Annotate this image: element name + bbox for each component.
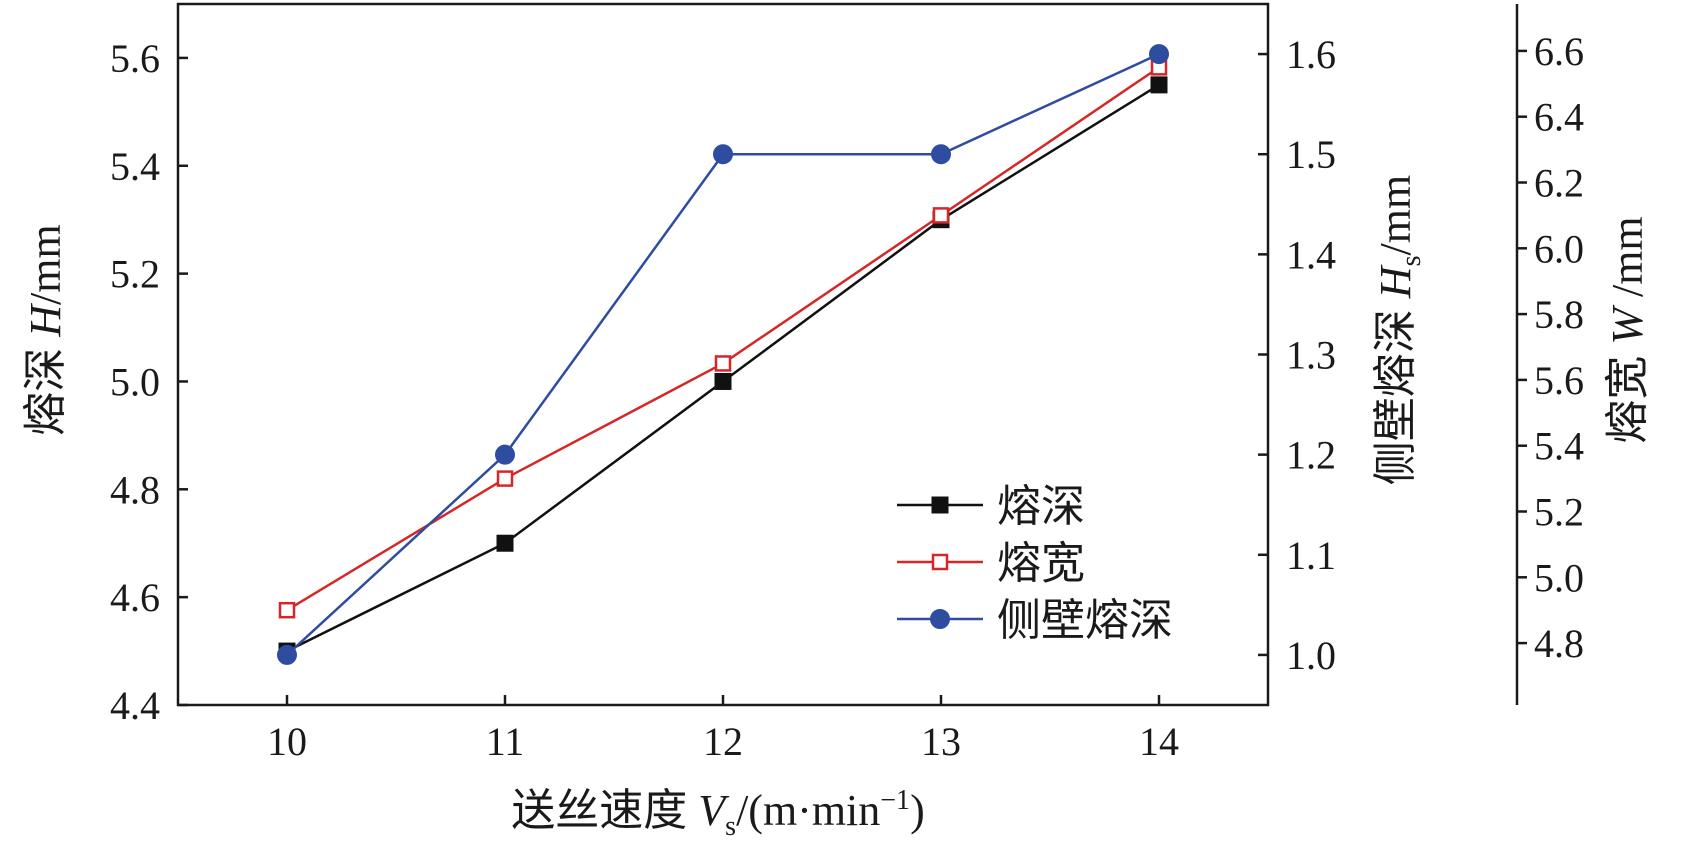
left-tick-label: 4.8 <box>110 467 160 512</box>
right1-tick-label: 1.5 <box>1286 132 1336 177</box>
legend-label-1: 熔深 <box>997 482 1085 531</box>
right2-tick-label: 5.8 <box>1534 292 1584 337</box>
axes-layer: 10 11 12 13 14 4.4 4.6 4.8 5.0 5.2 5.4 5.6 1.0 1.1 1.2… <box>21 2 1652 842</box>
left-tick-label: 5.6 <box>110 36 160 81</box>
data-point-series-3 <box>495 444 515 465</box>
x-tick-label: 12 <box>703 719 743 764</box>
data-point-series-2 <box>714 355 732 372</box>
x-axis-title: 送丝速度 Vs/(m·min−1) <box>511 785 924 842</box>
legend-marker-2 <box>931 553 949 571</box>
right1-tick-label: 1.4 <box>1286 232 1336 277</box>
right1-axis-title: 侧壁熔深 Hs/mm <box>1371 175 1427 485</box>
left-tick-label: 5.2 <box>110 252 160 297</box>
right2-tick-label: 6.2 <box>1534 161 1584 206</box>
data-point-series-2 <box>496 470 514 487</box>
right2-tick-label: 6.0 <box>1534 226 1584 271</box>
right2-axis-title: 熔宽 W /mm <box>1603 216 1652 443</box>
x-tick-label: 13 <box>921 719 961 764</box>
data-point-series-1 <box>1150 76 1168 94</box>
right2-tick-label: 5.2 <box>1534 490 1584 535</box>
series-layer <box>277 44 1169 665</box>
right2-tick-label: 5.4 <box>1534 424 1584 469</box>
data-point-series-1 <box>714 372 732 390</box>
right2-tick-label: 6.4 <box>1534 95 1584 140</box>
data-point-series-3 <box>1149 44 1169 65</box>
legend-label-2: 熔宽 <box>997 539 1085 588</box>
x-tick-label: 11 <box>486 719 525 764</box>
right1-tick-label: 1.1 <box>1286 533 1336 578</box>
left-tick-label: 4.6 <box>110 575 160 620</box>
right1-tick-label: 1.2 <box>1286 433 1336 478</box>
x-tick-label: 14 <box>1139 719 1179 764</box>
left-tick-label: 5.4 <box>110 144 160 189</box>
right2-tick-label: 5.0 <box>1534 555 1584 600</box>
right2-tick-label: 6.6 <box>1534 29 1584 74</box>
legend-marker-1 <box>931 496 949 514</box>
right1-tick-label: 1.0 <box>1286 633 1336 678</box>
right2-tick-label: 4.8 <box>1534 621 1584 666</box>
left-tick-label: 5.0 <box>110 359 160 404</box>
right2-tick-label: 5.6 <box>1534 358 1584 403</box>
data-point-series-2 <box>278 601 296 619</box>
data-point-series-2 <box>932 207 950 224</box>
data-point-series-3 <box>713 144 733 165</box>
left-axis-title: 熔深 H/mm <box>21 224 70 435</box>
right1-tick-label: 1.6 <box>1286 32 1336 77</box>
right1-tick-label: 1.3 <box>1286 333 1336 378</box>
legend-marker-3 <box>930 609 950 629</box>
left-tick-label: 4.4 <box>110 683 160 728</box>
data-point-series-3 <box>931 144 951 165</box>
legend-label-3: 侧壁熔深 <box>997 596 1173 645</box>
x-tick-label: 10 <box>267 719 307 764</box>
data-point-series-1 <box>496 534 514 552</box>
data-point-series-3 <box>277 644 297 665</box>
